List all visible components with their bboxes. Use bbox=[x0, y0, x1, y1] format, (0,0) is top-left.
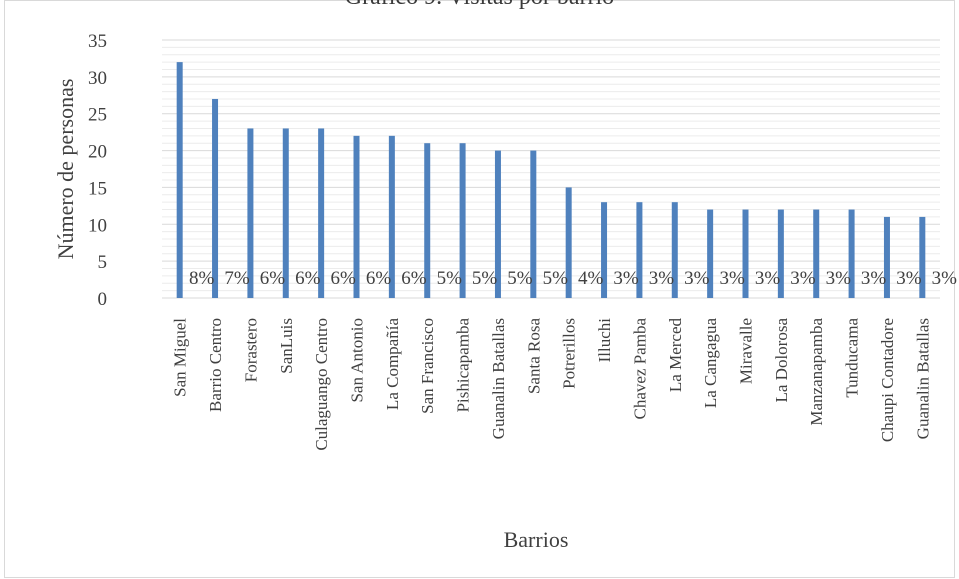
bar bbox=[318, 128, 325, 298]
y-tick-label: 30 bbox=[88, 68, 107, 89]
x-tick-label: San Miguel bbox=[171, 318, 190, 397]
y-tick-label: 35 bbox=[88, 31, 107, 52]
x-tick-label: La Dolorosa bbox=[772, 318, 791, 403]
y-tick-label: 20 bbox=[88, 142, 107, 163]
data-label: 3% bbox=[684, 268, 710, 289]
bar bbox=[565, 187, 572, 298]
bar bbox=[742, 209, 749, 298]
bar bbox=[247, 128, 254, 298]
data-label: 3% bbox=[755, 268, 781, 289]
y-tick-label: 10 bbox=[88, 215, 107, 236]
data-label: 3% bbox=[790, 268, 816, 289]
data-label: 3% bbox=[613, 268, 639, 289]
data-label: 5% bbox=[437, 268, 463, 289]
data-label: 5% bbox=[472, 268, 498, 289]
x-tick-label: La Merced bbox=[666, 318, 685, 393]
bar bbox=[176, 62, 183, 298]
data-label: 3% bbox=[649, 268, 675, 289]
bar bbox=[530, 150, 537, 298]
data-label: 4% bbox=[578, 268, 604, 289]
bar bbox=[494, 150, 501, 298]
chart-title: Gráfico 9. Visitas por barrio bbox=[0, 0, 959, 11]
data-label: 6% bbox=[366, 268, 392, 289]
y-axis-title: Número de personas bbox=[53, 79, 78, 260]
bar bbox=[671, 202, 678, 298]
x-tick-label: La Compañía bbox=[383, 318, 402, 411]
bar bbox=[353, 135, 360, 298]
x-tick-label: Santa Rosa bbox=[524, 318, 543, 394]
bar bbox=[601, 202, 608, 298]
x-tick-label: Barrio Centro bbox=[206, 318, 225, 412]
data-label: 7% bbox=[224, 268, 250, 289]
y-tick-label: 5 bbox=[98, 252, 108, 273]
x-tick-label: San Antonio bbox=[348, 318, 367, 403]
data-label: 6% bbox=[401, 268, 427, 289]
bar bbox=[636, 202, 643, 298]
y-tick-label: 25 bbox=[88, 105, 107, 126]
x-tick-label: Forastero bbox=[241, 318, 260, 382]
bar bbox=[424, 143, 431, 298]
data-label: 6% bbox=[260, 268, 286, 289]
bar bbox=[282, 128, 289, 298]
bar bbox=[848, 209, 855, 298]
data-label: 3% bbox=[896, 268, 922, 289]
x-tick-label: La Cangagua bbox=[701, 318, 720, 409]
bar bbox=[707, 209, 714, 298]
data-label: 8% bbox=[189, 268, 215, 289]
x-tick-label: Chavez Pamba bbox=[630, 318, 649, 420]
x-tick-label: Guanalin Batallas bbox=[913, 318, 932, 439]
data-label: 3% bbox=[719, 268, 745, 289]
y-tick-label: 15 bbox=[88, 178, 107, 199]
bar bbox=[212, 98, 219, 298]
bar bbox=[459, 143, 466, 298]
data-label: 6% bbox=[330, 268, 356, 289]
x-tick-label: Potrerillos bbox=[560, 318, 579, 389]
x-tick-label: Tunducama bbox=[843, 318, 862, 398]
data-label: 3% bbox=[932, 268, 958, 289]
data-label: 3% bbox=[861, 268, 887, 289]
x-tick-label: San Francisco bbox=[418, 318, 437, 414]
bar bbox=[883, 216, 890, 298]
x-tick-label: Guanalin Batallas bbox=[489, 318, 508, 439]
data-label: 5% bbox=[507, 268, 533, 289]
x-tick-label: Illuchi bbox=[595, 318, 614, 363]
x-tick-label: Manzanapamba bbox=[807, 318, 826, 426]
data-label: 6% bbox=[295, 268, 321, 289]
x-tick-label: Culaguango Centro bbox=[312, 318, 331, 451]
bar bbox=[388, 135, 395, 298]
x-tick-label: Pishicapamba bbox=[454, 318, 473, 413]
y-tick-label: 0 bbox=[98, 289, 108, 310]
x-tick-label: Chaupi Contadore bbox=[878, 318, 897, 442]
data-label: 5% bbox=[543, 268, 569, 289]
bar bbox=[919, 216, 926, 298]
data-label: 3% bbox=[826, 268, 852, 289]
bar bbox=[777, 209, 784, 298]
chart-frame bbox=[4, 0, 955, 578]
x-axis-title: Barrios bbox=[504, 527, 569, 552]
x-tick-label: SanLuis bbox=[277, 318, 296, 374]
x-tick-label: Miravalle bbox=[737, 318, 756, 384]
bar bbox=[813, 209, 820, 298]
